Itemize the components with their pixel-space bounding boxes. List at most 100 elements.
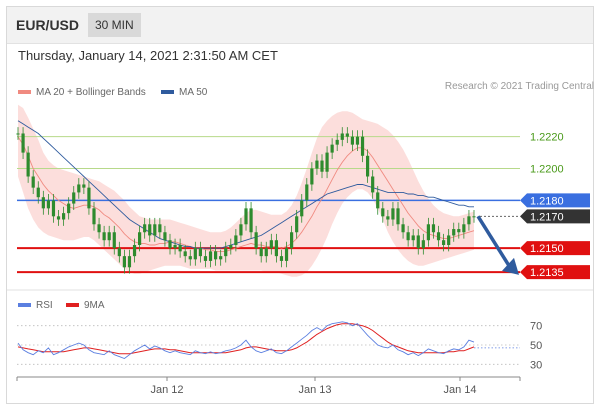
candle-body: [310, 168, 314, 185]
candle-body: [31, 176, 35, 188]
candle-body: [122, 256, 126, 268]
legend-9ma-label: 9MA: [84, 300, 105, 311]
candle-body: [214, 251, 218, 260]
report-datetime: Thursday, January 14, 2021 2:31:50 AM CE…: [18, 48, 278, 63]
candle-body: [51, 200, 56, 217]
rsi-line: [17, 321, 475, 360]
candle-body: [345, 133, 349, 137]
candle-body: [396, 208, 400, 225]
legend-rsi-label: RSI: [36, 300, 53, 311]
candle-body: [457, 229, 461, 233]
candle-body: [421, 240, 425, 249]
candle-body: [67, 203, 71, 214]
legend-bollinger: MA 20 + Bollinger Bands: [18, 87, 146, 98]
timeframe-button[interactable]: 30 MIN: [88, 13, 141, 37]
legend-ma50: MA 50: [161, 87, 207, 98]
candle-body: [452, 229, 456, 236]
candle-body: [330, 144, 334, 153]
candle-body: [163, 232, 167, 241]
price-level-tag-pivot: [520, 193, 590, 208]
candle-body: [72, 192, 76, 204]
candle-body: [284, 248, 289, 261]
candle-body: [82, 184, 86, 188]
candle-body: [193, 248, 197, 260]
candle-body: [102, 232, 106, 241]
candle-body: [376, 192, 380, 209]
candle-body: [249, 208, 253, 233]
candle-body: [239, 224, 243, 236]
candle-body: [416, 235, 420, 249]
candle-body: [143, 224, 147, 233]
candle-body: [41, 197, 45, 209]
price-level-label: 1.2150: [530, 243, 564, 255]
price-level-label: 1.2135: [530, 267, 564, 279]
candle-body: [208, 251, 213, 261]
price-level-label: 1.2170: [530, 211, 564, 223]
candle-body: [234, 235, 238, 245]
candle-body: [148, 224, 152, 236]
candle-body: [178, 244, 182, 252]
rsi-ma-swatch: [66, 303, 79, 308]
rsi-tick-label: 70: [530, 321, 542, 333]
candle-body: [325, 152, 329, 172]
candle-body: [320, 160, 324, 172]
candle-body: [46, 200, 50, 209]
rsi-tick-label: 30: [530, 359, 542, 371]
price-level-tag-support: [520, 241, 590, 256]
candle-body: [92, 208, 96, 225]
candle-body: [305, 184, 309, 201]
candle-body: [391, 208, 395, 220]
candle-body: [112, 232, 116, 249]
x-tick-label: Jan 13: [298, 384, 331, 396]
bollinger-swatch: [18, 90, 31, 95]
candle-body: [219, 256, 223, 260]
candle-body: [173, 244, 177, 249]
candle-body: [411, 235, 415, 241]
rsi-ma-line: [17, 323, 475, 355]
candle-body: [229, 244, 233, 249]
chart-header: EUR/USD 30 MIN: [7, 7, 593, 44]
candle-body: [300, 200, 304, 217]
candle-body: [426, 224, 430, 241]
candle-body: [198, 248, 202, 257]
candle-body: [355, 136, 360, 145]
price-level-label: 1.2200: [530, 164, 564, 176]
candle-body: [153, 224, 157, 236]
price-level-tag-last: [520, 209, 590, 224]
candle-body: [107, 232, 111, 241]
price-level-label: 1.2180: [530, 195, 564, 207]
candle-body: [406, 232, 410, 241]
candle-body: [97, 224, 101, 233]
legend-9ma: 9MA: [66, 300, 105, 311]
candle-body: [401, 224, 405, 233]
forecast-arrow-shaft: [476, 215, 513, 270]
candle-body: [279, 256, 284, 261]
candle-body: [127, 256, 132, 268]
candle-body: [87, 187, 91, 209]
candle-body: [442, 240, 446, 245]
rsi-swatch: [18, 303, 31, 308]
candle-body: [269, 240, 273, 249]
candle-body: [16, 133, 20, 135]
candle-body: [350, 136, 354, 145]
candle-body: [366, 155, 370, 177]
x-tick-label: Jan 12: [150, 384, 183, 396]
symbol-title: EUR/USD: [16, 17, 80, 33]
candle-body: [224, 248, 228, 257]
candle-body: [264, 248, 268, 257]
candle-body: [467, 216, 471, 225]
candle-body: [295, 216, 299, 233]
candle-body: [472, 216, 476, 218]
legend-rsi: RSI: [18, 300, 53, 311]
candle-body: [132, 244, 137, 257]
copyright-text: Research © 2021 Trading Central: [444, 81, 594, 92]
price-level-label: 1.2220: [530, 132, 564, 144]
candle-body: [290, 232, 294, 249]
candles: [16, 127, 476, 274]
candle-body: [36, 187, 40, 198]
candle-body: [274, 240, 278, 257]
candle-body: [26, 152, 30, 177]
ma50-swatch: [161, 90, 174, 95]
candle-body: [386, 216, 390, 220]
